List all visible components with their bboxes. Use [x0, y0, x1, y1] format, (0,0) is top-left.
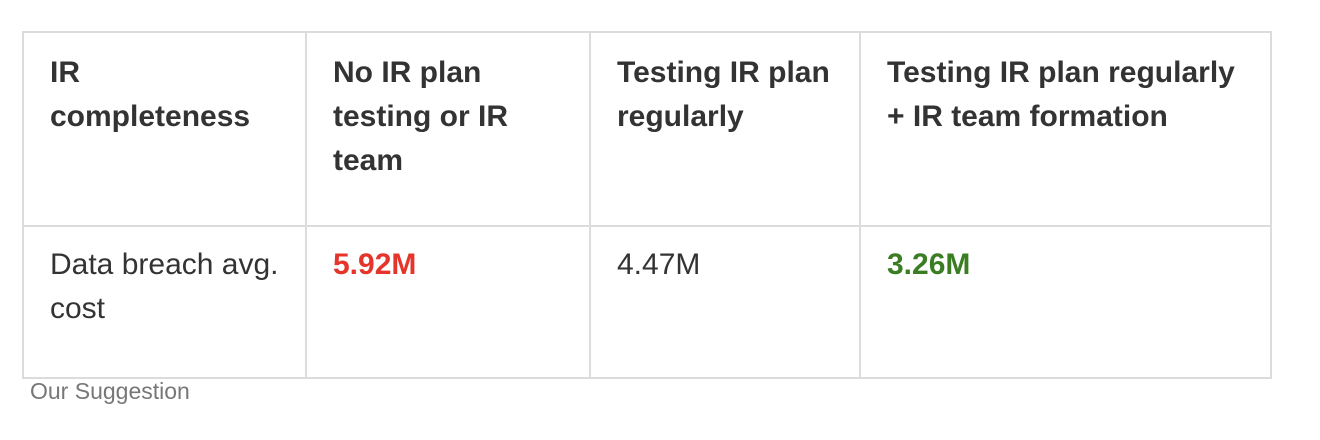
header-testing-plus-team: Testing IR plan regularly + IR team form…	[859, 31, 1272, 227]
header-no-ir-plan: No IR plan testing or IR team	[305, 31, 591, 227]
row-label-data-breach-cost: Data breach avg. cost	[22, 225, 307, 379]
comparison-table-container: IR completeness No IR plan testing or IR…	[22, 31, 1272, 379]
cost-no-ir-plan: 5.92M	[305, 225, 591, 379]
cost-testing-plus-team: 3.26M	[859, 225, 1272, 379]
cost-testing-ir-plan: 4.47M	[589, 225, 861, 379]
header-testing-ir-plan: Testing IR plan regularly	[589, 31, 861, 227]
table-header-row: IR completeness No IR plan testing or IR…	[22, 31, 1272, 227]
table-row: Data breach avg. cost 5.92M 4.47M 3.26M	[22, 225, 1272, 379]
header-ir-completeness: IR completeness	[22, 31, 307, 227]
ir-cost-comparison-table: IR completeness No IR plan testing or IR…	[22, 31, 1272, 379]
table-caption: Our Suggestion	[30, 378, 190, 404]
